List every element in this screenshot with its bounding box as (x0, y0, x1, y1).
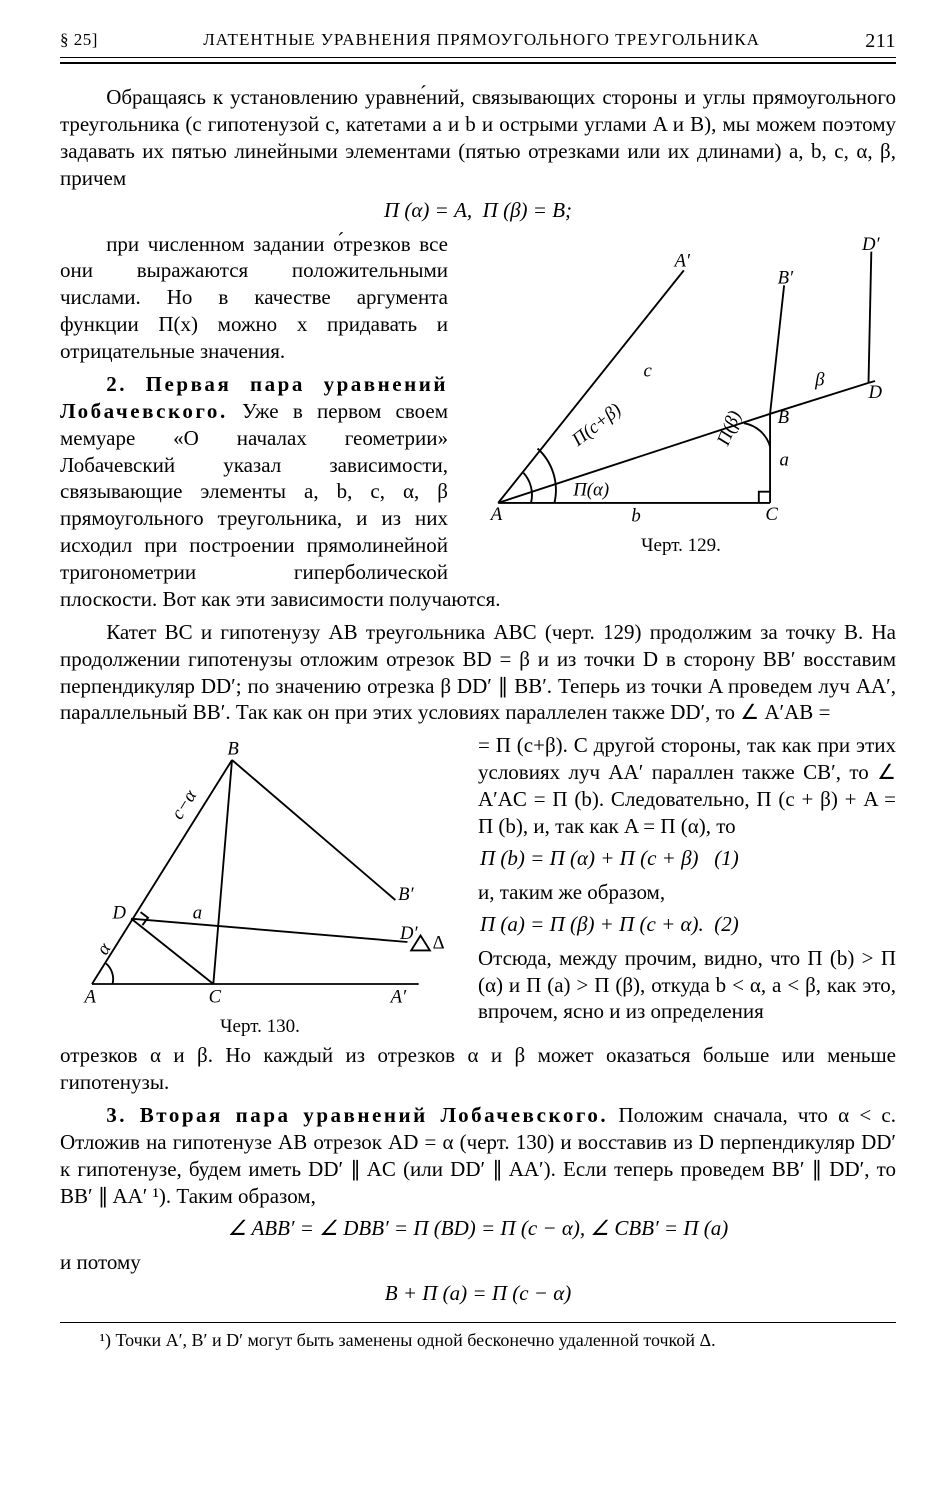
section-label: § 25] (60, 30, 98, 53)
equation-angles: ∠ ABB′ = ∠ DBB′ = Π (BD) = Π (c − α), ∠ … (60, 1216, 896, 1241)
para-4: Катет BC и гипотенузу AB треугольника AB… (60, 619, 896, 727)
footnote-text: ¹) Точки A′, B′ и D′ могут быть заменены… (60, 1329, 896, 1352)
para-8: отрезков α и β. Но каждый из отрезков α … (60, 1042, 896, 1096)
equation-BPia: B + Π (a) = Π (c − α) (60, 1281, 896, 1306)
page-number: 211 (865, 30, 896, 53)
svg-text:B: B (227, 739, 238, 760)
equation-1: Π (b) = Π (α) + Π (c + β) (1) (480, 846, 896, 871)
svg-text:D′: D′ (861, 233, 881, 254)
para-1: Обращаясь к установлению уравне́ний, свя… (60, 84, 896, 192)
svg-text:β: β (814, 369, 825, 390)
svg-text:B: B (778, 407, 790, 428)
figure-129-svg: A C b B a D β A′ B′ D′ c Π(c+β) Π(α) Π(β… (466, 231, 896, 531)
svg-text:D: D (112, 903, 127, 924)
para-10: и потому (60, 1249, 896, 1276)
running-header: § 25] ЛАТЕНТНЫЕ УРАВНЕНИЯ ПРЯМОУГОЛЬНОГО… (60, 30, 896, 64)
svg-text:b: b (631, 505, 640, 526)
svg-text:A′: A′ (672, 250, 690, 271)
svg-text:C: C (765, 503, 778, 524)
svg-text:C: C (209, 987, 222, 1008)
svg-text:Π(c+β): Π(c+β) (567, 399, 625, 451)
figure-130: A C A′ B D D′ B′ Δ a α c−α Черт. 130. (60, 732, 460, 1038)
figure-130-caption: Черт. 130. (60, 1016, 460, 1038)
svg-text:a: a (193, 903, 202, 924)
footnote: ¹) Точки A′, B′ и D′ могут быть заменены… (60, 1322, 896, 1352)
para-9: 3. Вторая пара уравнений Лобачевского. П… (60, 1102, 896, 1210)
svg-text:Π(β): Π(β) (713, 407, 746, 449)
figure-129-caption: Черт. 129. (466, 535, 896, 557)
figure-129: A C b B a D β A′ B′ D′ c Π(c+β) Π(α) Π(β… (466, 231, 896, 557)
heading-3: 3. Вторая пара уравнений Лобачевского. (106, 1103, 608, 1127)
svg-text:Π(α): Π(α) (572, 479, 609, 500)
figure-130-svg: A C A′ B D D′ B′ Δ a α c−α (60, 732, 460, 1012)
svg-text:D′: D′ (399, 923, 418, 944)
equation-2: Π (a) = Π (β) + Π (c + α). (2) (480, 912, 896, 937)
equation-PiAB: Π (α) = A, Π (β) = B; (60, 198, 896, 223)
svg-text:A: A (83, 987, 97, 1008)
svg-text:Δ: Δ (433, 933, 445, 954)
svg-text:A′: A′ (389, 987, 407, 1008)
svg-text:B′: B′ (398, 884, 414, 905)
svg-text:D: D (868, 381, 883, 402)
svg-text:a: a (779, 449, 788, 470)
svg-text:A: A (489, 503, 503, 524)
running-title: ЛАТЕНТНЫЕ УРАВНЕНИЯ ПРЯМОУГОЛЬНОГО ТРЕУГ… (203, 30, 760, 53)
svg-text:B′: B′ (778, 267, 794, 288)
page: § 25] ЛАТЕНТНЫЕ УРАВНЕНИЯ ПРЯМОУГОЛЬНОГО… (0, 0, 946, 1388)
svg-text:c: c (644, 360, 653, 381)
svg-text:α: α (92, 938, 116, 958)
para-3-body: Уже в первом своем мемуаре «О началах ге… (60, 399, 500, 611)
